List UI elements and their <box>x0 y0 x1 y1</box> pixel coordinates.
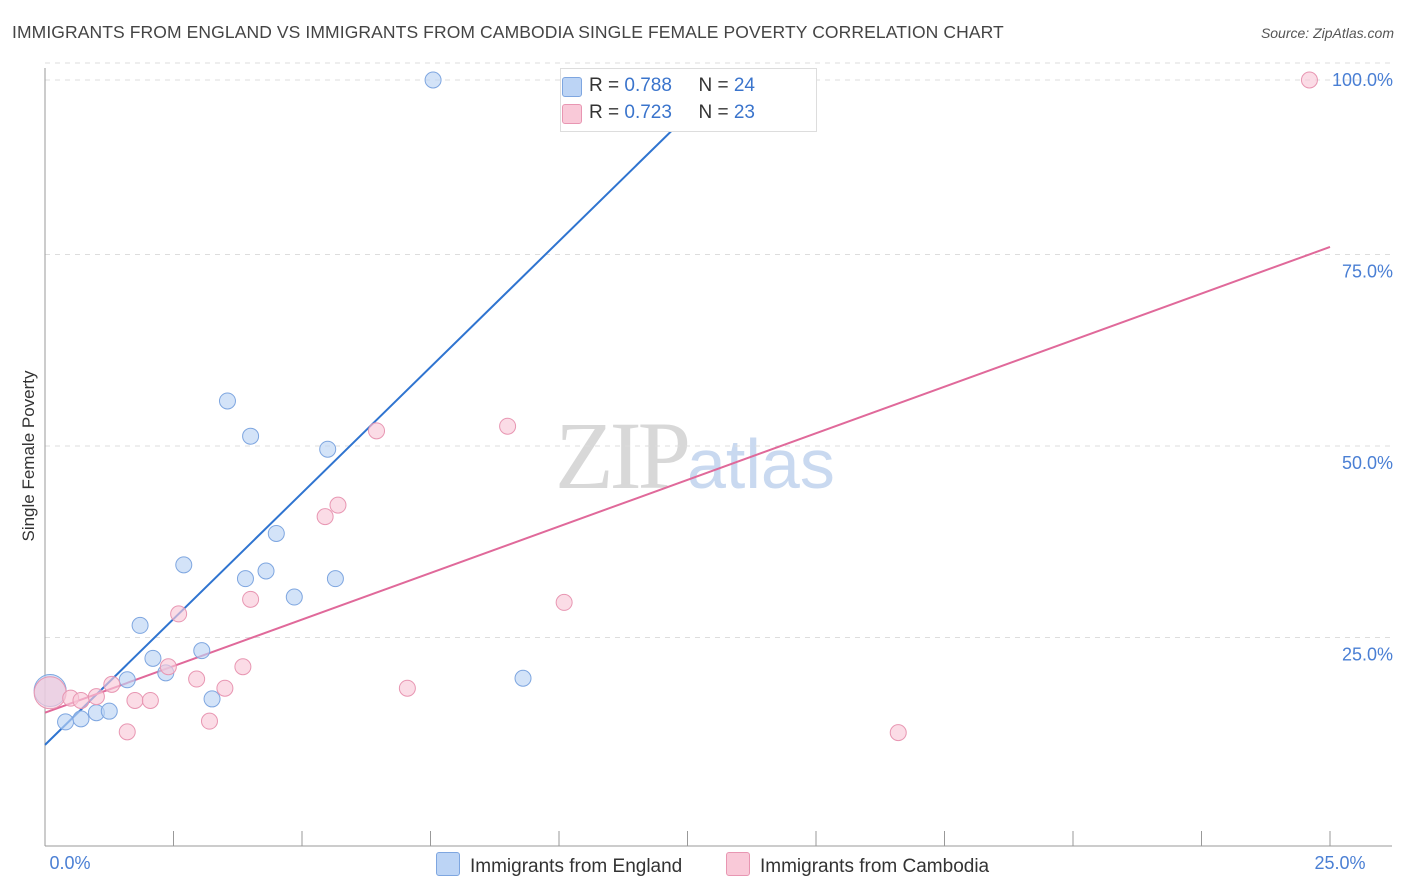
england-n-label: N = <box>698 75 734 96</box>
axes <box>44 68 1392 847</box>
data-points <box>33 71 1318 742</box>
cambodia-point <box>87 688 105 706</box>
watermark-zip: ZIP <box>555 402 691 509</box>
cambodia-point <box>889 724 907 742</box>
y-tick-label: 75.0% <box>1342 262 1393 282</box>
y-axis-label: Single Female Poverty <box>19 370 38 542</box>
gridlines <box>45 62 1392 638</box>
cambodia-point <box>555 593 573 611</box>
england-swatch <box>562 77 582 97</box>
england-point <box>267 524 285 542</box>
cambodia-point <box>118 723 136 741</box>
axis-labels: 25.0% 50.0% 75.0% 100.0% 0.0% 25.0% Single Fem… <box>19 70 1393 873</box>
cambodia-point <box>33 676 67 710</box>
england-point <box>203 690 221 708</box>
cambodia-point <box>1300 71 1318 89</box>
y-tick-label: 100.0% <box>1332 70 1393 90</box>
england-point <box>257 562 275 580</box>
chart-title: IMMIGRANTS FROM ENGLAND VS IMMIGRANTS FR… <box>12 22 1004 42</box>
legend-row-cambodia: R = 0.723 N = 23 <box>562 102 755 126</box>
england-legend-label: Immigrants from England <box>470 856 683 877</box>
watermark-atlas: atlas <box>687 425 835 503</box>
cambodia-point <box>200 712 218 730</box>
england-point <box>118 671 136 689</box>
england-point <box>175 556 193 574</box>
england-point <box>218 392 236 410</box>
cambodia-point <box>368 422 386 440</box>
england-point <box>424 71 442 89</box>
cambodia-point <box>188 670 206 688</box>
legend-row-england: R = 0.788 N = 24 <box>562 75 755 99</box>
bottom-legend-cambodia: Immigrants from Cambodia <box>726 852 989 878</box>
cambodia-point <box>499 417 517 435</box>
cambodia-legend-swatch <box>726 852 750 876</box>
cambodia-trendline <box>44 246 1331 714</box>
cambodia-r-value: 0.723 <box>624 102 672 123</box>
cambodia-n-value: 23 <box>733 102 755 123</box>
england-point <box>57 713 75 731</box>
zipatlas-watermark: ZIPatlas <box>555 400 835 511</box>
y-tick-label: 25.0% <box>1342 645 1393 665</box>
england-legend-swatch <box>436 852 460 876</box>
cambodia-point <box>170 605 188 623</box>
england-point <box>285 588 303 606</box>
cambodia-point <box>316 508 334 526</box>
cambodia-point <box>234 658 252 676</box>
cambodia-point <box>216 679 234 697</box>
cambodia-point <box>398 679 416 697</box>
england-point <box>514 669 532 687</box>
england-point <box>100 702 118 720</box>
trendlines <box>44 79 1331 746</box>
england-point <box>72 710 90 728</box>
cambodia-swatch <box>562 104 582 124</box>
cambodia-legend-label: Immigrants from Cambodia <box>760 856 990 877</box>
x-tick-label: 0.0% <box>49 853 90 873</box>
england-point <box>326 570 344 588</box>
source-credit: Source: ZipAtlas.com <box>1260 25 1394 41</box>
cambodia-point <box>141 691 159 709</box>
cambodia-point <box>242 590 260 608</box>
bottom-legend-england: Immigrants from England <box>436 852 682 878</box>
x-tick-label: 25.0% <box>1314 853 1365 873</box>
england-point <box>144 649 162 667</box>
cambodia-point <box>72 691 90 709</box>
cambodia-point <box>126 691 144 709</box>
england-r-value: 0.788 <box>624 75 672 96</box>
correlation-legend: R = 0.788 N = 24 R = 0.723 N = 23 <box>560 68 817 132</box>
cambodia-point <box>103 675 121 693</box>
england-trendline <box>44 79 725 746</box>
england-point <box>242 427 260 445</box>
england-r-label: R = <box>589 75 625 96</box>
cambodia-point <box>329 496 347 514</box>
england-point <box>193 642 211 660</box>
cambodia-n-label: N = <box>698 102 734 123</box>
england-point <box>131 616 149 634</box>
england-point <box>236 570 254 588</box>
cambodia-point <box>159 658 177 676</box>
cambodia-r-label: R = <box>589 102 625 123</box>
y-tick-label: 50.0% <box>1342 453 1393 473</box>
england-n-value: 24 <box>733 75 755 96</box>
england-point <box>319 440 337 458</box>
